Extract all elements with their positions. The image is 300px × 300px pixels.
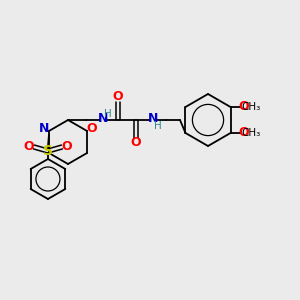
Text: O: O	[238, 100, 249, 113]
Text: N: N	[39, 122, 49, 136]
Text: H: H	[154, 121, 162, 131]
Text: N: N	[148, 112, 158, 125]
Text: O: O	[87, 122, 98, 136]
Text: CH₃: CH₃	[241, 128, 260, 138]
Text: O: O	[113, 91, 123, 103]
Text: S: S	[43, 144, 53, 158]
Text: H: H	[104, 109, 112, 119]
Text: CH₃: CH₃	[241, 102, 260, 112]
Text: N: N	[98, 112, 108, 125]
Text: O: O	[24, 140, 34, 152]
Text: O: O	[131, 136, 141, 149]
Text: O: O	[238, 127, 249, 140]
Text: O: O	[61, 140, 72, 152]
